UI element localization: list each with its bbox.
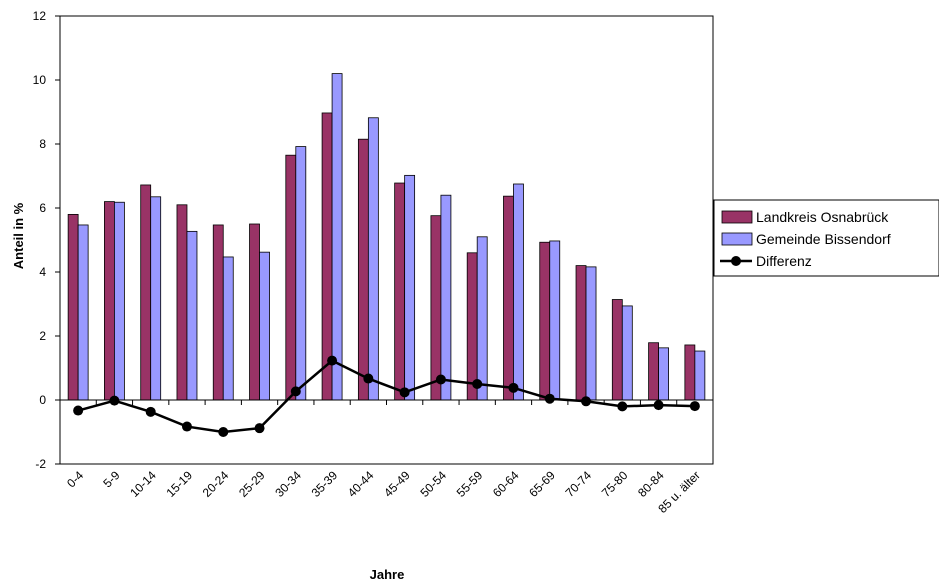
plot-frame — [59, 15, 714, 465]
point-differenz — [109, 395, 120, 406]
y-tick-label: 4 — [39, 265, 46, 279]
x-tick-label: 60-64 — [490, 468, 522, 500]
legend-label: Gemeinde Bissendorf — [756, 231, 891, 247]
bar-landkreis — [648, 342, 659, 401]
legend: Landkreis Osnabrück Gemeinde Bissendorf Di… — [713, 199, 939, 277]
bar-landkreis — [684, 344, 696, 401]
bar-gemeinde — [114, 201, 125, 401]
x-tick-label: 80-84 — [635, 468, 667, 500]
point-differenz — [581, 396, 592, 407]
y-tick-label: 2 — [39, 329, 46, 343]
x-tick-label: 65-69 — [526, 468, 558, 500]
y-axis-title: Anteil in % — [11, 202, 26, 269]
bar-gemeinde — [77, 224, 89, 401]
x-tick-label: 0-4 — [64, 468, 86, 490]
bar-gemeinde — [585, 266, 597, 401]
bar-landkreis — [611, 299, 623, 401]
bar-gemeinde — [658, 347, 669, 401]
bar-gemeinde — [186, 230, 198, 401]
bar-gemeinde — [404, 174, 416, 401]
legend-label: Differenz — [756, 253, 812, 269]
bar-landkreis — [539, 241, 551, 401]
legend-swatch-landkreis — [721, 210, 753, 224]
point-differenz — [290, 386, 301, 397]
point-differenz — [472, 379, 483, 389]
y-tick-label: 6 — [39, 201, 46, 215]
legend-marker-differenz — [731, 256, 741, 266]
bar-gemeinde — [513, 183, 524, 401]
point-differenz — [73, 405, 84, 416]
point-differenz — [181, 421, 192, 432]
point-differenz — [327, 355, 338, 366]
bar-gemeinde — [222, 256, 234, 401]
x-tick-label: 35-39 — [309, 468, 341, 500]
point-differenz — [617, 401, 628, 412]
point-differenz — [218, 427, 229, 437]
bar-gemeinde — [367, 117, 379, 401]
bar-landkreis — [67, 213, 79, 401]
bar-landkreis — [285, 154, 297, 401]
bar-landkreis — [430, 215, 442, 401]
x-tick-label: 50-54 — [417, 468, 449, 500]
x-tick-label: 10-14 — [127, 468, 159, 500]
x-axis-title: Jahre — [370, 567, 405, 582]
bar-landkreis — [176, 204, 188, 401]
point-differenz — [508, 382, 519, 393]
point-differenz — [399, 387, 410, 398]
legend-swatch-gemeinde — [721, 232, 753, 246]
line-differenz — [77, 359, 695, 434]
bar-landkreis — [140, 184, 152, 401]
bar-landkreis — [466, 252, 478, 401]
point-differenz — [689, 401, 700, 412]
legend-label: Landkreis Osnabrück — [756, 209, 889, 225]
plot-area: -2 0 2 4 6 8 10 12 0-4 5-9 10-14 15-19 20-24 25-29 30-… — [33, 9, 714, 516]
y-tick-label: 12 — [33, 9, 47, 23]
x-tick-label: 75-80 — [599, 468, 631, 500]
y-tick-label: -2 — [35, 457, 46, 471]
bar-gemeinde — [621, 305, 633, 401]
x-tick-label: 45-49 — [381, 468, 413, 500]
x-tick-label: 5-9 — [100, 468, 122, 490]
bar-gemeinde — [259, 251, 270, 401]
bar-landkreis — [575, 265, 587, 401]
x-tick-label: 20-24 — [200, 468, 232, 500]
x-tick-label: 55-59 — [454, 468, 486, 500]
x-tick-label: 70-74 — [563, 468, 595, 500]
point-differenz — [544, 393, 555, 404]
point-differenz — [254, 423, 265, 434]
bar-landkreis — [503, 195, 514, 401]
bar-landkreis — [104, 201, 115, 401]
bar-gemeinde — [295, 146, 307, 401]
point-differenz — [435, 374, 446, 385]
bar-landkreis — [212, 224, 224, 401]
y-tick-label: 8 — [39, 137, 46, 151]
x-tick-label: 40-44 — [345, 468, 377, 500]
bar-gemeinde — [331, 73, 343, 401]
x-tick-label: 30-34 — [272, 468, 304, 500]
bar-gemeinde — [150, 196, 162, 401]
bar-gemeinde — [549, 240, 561, 401]
bar-landkreis — [357, 138, 369, 401]
point-differenz — [145, 406, 156, 417]
point-differenz — [653, 400, 664, 411]
bar-gemeinde — [476, 236, 488, 401]
x-tick-label: 25-29 — [236, 468, 268, 500]
bar-gemeinde — [694, 350, 706, 401]
bar-landkreis — [249, 223, 260, 401]
point-differenz — [363, 373, 374, 384]
bar-gemeinde — [440, 194, 452, 401]
x-tick-label: 15-19 — [163, 468, 195, 500]
y-tick-label: 10 — [33, 73, 47, 87]
y-tick-label: 0 — [39, 393, 46, 407]
bar-landkreis — [394, 182, 406, 401]
